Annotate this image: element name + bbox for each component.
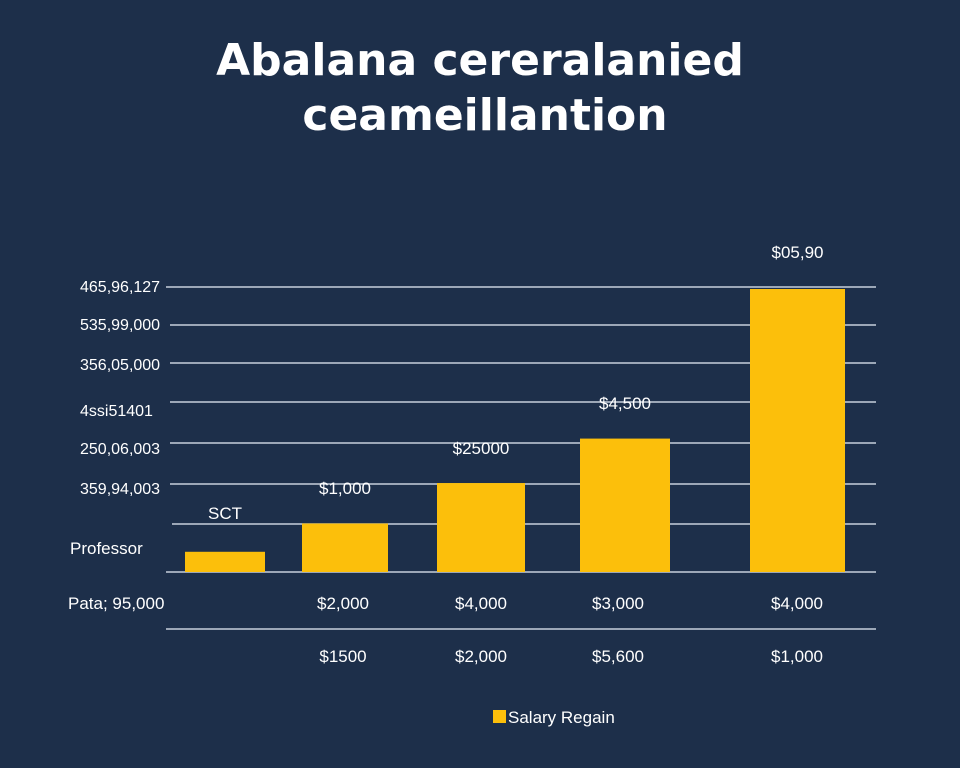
data-labels: $1,000 $25000 $4,500 $05,90 <box>319 243 824 498</box>
y-tick-label: 465,96,127 <box>80 279 160 296</box>
bar-series <box>185 289 845 572</box>
legend-label: Salary Regain <box>508 708 615 727</box>
table-cell: $5,600 <box>592 647 644 666</box>
category-label-sct: SCT <box>208 504 242 523</box>
table-cell: $2,000 <box>317 594 369 613</box>
y-tick-label: 535,99,000 <box>80 317 160 334</box>
data-label: $1,000 <box>319 479 371 498</box>
table-cell: $1,000 <box>771 647 823 666</box>
category-label-professor: Professor <box>70 539 143 558</box>
bar <box>580 438 670 572</box>
table-cell: $3,000 <box>592 594 644 613</box>
bar <box>437 483 525 572</box>
data-label: $25000 <box>453 439 510 458</box>
y-tick-label: 359,94,003 <box>80 481 160 498</box>
y-tick-label: 250,06,003 <box>80 441 160 458</box>
value-table: $2,000 $4,000 $3,000 $4,000 $1500 $2,000 $5,60… <box>317 594 823 666</box>
row-label-pata: Pata; 95,000 <box>68 594 164 613</box>
chart-title-line-1: Abalana cereralanied <box>216 35 744 86</box>
table-cell: $2,000 <box>455 647 507 666</box>
bar <box>185 551 265 572</box>
table-cell: $1500 <box>319 647 366 666</box>
bar <box>302 523 388 572</box>
table-cell: $4,000 <box>771 594 823 613</box>
y-tick-label: 4ssi51401 <box>80 403 153 420</box>
bar <box>750 289 845 572</box>
data-label: $05,90 <box>772 243 824 262</box>
legend-swatch <box>493 710 506 723</box>
data-label: $4,500 <box>599 394 651 413</box>
chart-title-line-2: ceameillantion <box>302 90 667 141</box>
table-cell: $4,000 <box>455 594 507 613</box>
y-tick-label: 356,05,000 <box>80 357 160 374</box>
